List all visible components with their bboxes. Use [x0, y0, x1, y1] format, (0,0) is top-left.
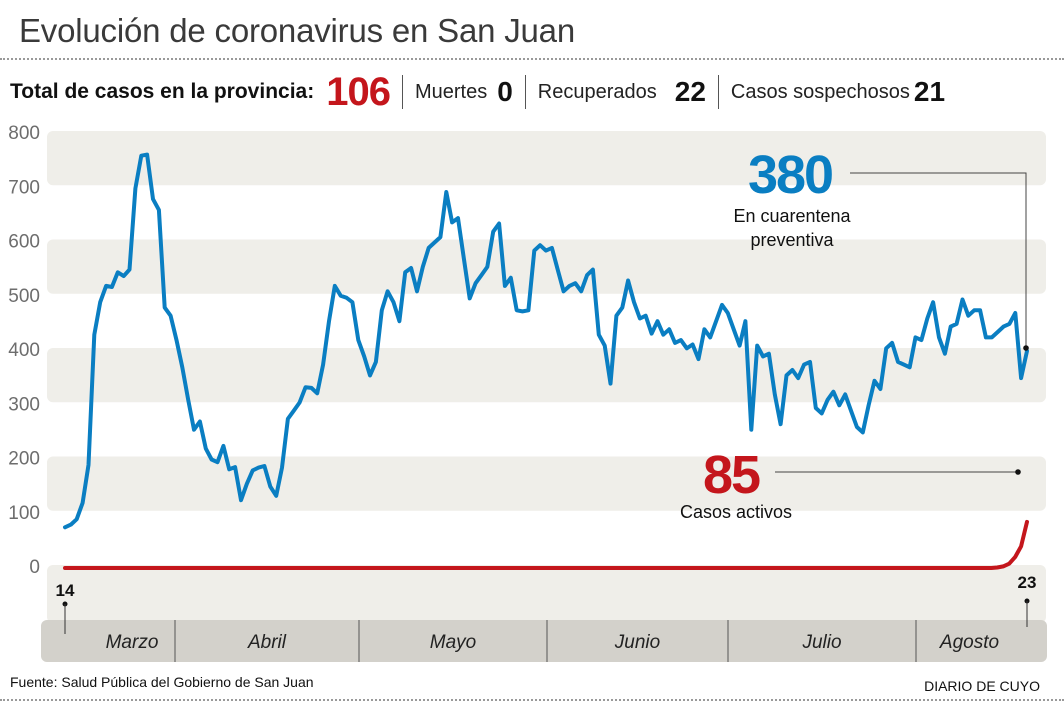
y-tick-label: 100	[8, 503, 40, 524]
y-tick-label: 200	[8, 449, 40, 470]
stats-bar: Total de casos en la provincia: 106 Muer…	[10, 70, 945, 114]
y-axis-ticks: 0 100 200 300 400 500 600 700 800	[8, 123, 40, 578]
active-cases-line	[63, 519, 1029, 570]
y-tick-label: 700	[8, 177, 40, 198]
quarantine-leader-line	[850, 172, 1027, 348]
quarantine-line	[63, 152, 1029, 530]
grid-band	[47, 456, 1046, 511]
y-tick-label: 400	[8, 340, 40, 361]
y-tick-label: 300	[8, 394, 40, 415]
series-lines	[63, 152, 1029, 570]
end-day-label: 23	[1018, 573, 1037, 592]
total-cases-label: Total de casos en la provincia:	[10, 80, 315, 103]
y-tick-label: 600	[8, 232, 40, 253]
month-label-mayo: Mayo	[430, 632, 476, 653]
suspected-label: Casos sospechosos	[730, 80, 910, 103]
total-cases-value: 106	[326, 69, 391, 114]
month-label-julio: Julio	[801, 632, 841, 653]
month-label-junio: Junio	[614, 632, 660, 653]
deaths-label: Muertes	[414, 80, 488, 103]
month-label-agosto: Agosto	[939, 632, 999, 653]
recovered-value: 22	[674, 76, 706, 107]
brand-name: DIARIO DE CUYO	[924, 678, 1040, 694]
month-bar: Marzo Abril Mayo Junio Julio Agosto 14 23	[41, 573, 1047, 662]
active-cases-leader-dot	[1015, 469, 1021, 475]
grid-band	[47, 239, 1046, 294]
month-label-marzo: Marzo	[106, 632, 159, 653]
month-label-abril: Abril	[247, 632, 287, 653]
start-day-label: 14	[56, 581, 75, 600]
stats-separator	[717, 75, 719, 109]
suspected-value: 21	[913, 76, 946, 107]
y-tick-label: 0	[29, 557, 40, 578]
footer-divider	[0, 699, 1064, 701]
grid-band	[47, 565, 1046, 623]
grid-band	[47, 348, 1046, 403]
stats-separator	[524, 75, 526, 109]
quarantine-label: En cuarentena	[733, 206, 851, 226]
active-cases-value: 85	[703, 445, 760, 505]
stats-separator	[401, 75, 403, 109]
grid-band	[47, 131, 1046, 186]
deaths-value: 0	[497, 76, 513, 107]
quarantine-label: preventiva	[750, 230, 834, 250]
page-title: Evolución de coronavirus en San Juan	[19, 12, 575, 49]
recovered-label: Recuperados	[537, 80, 657, 103]
background-bands	[47, 131, 1046, 623]
quarantine-leader-dot	[1023, 345, 1029, 351]
title-divider	[0, 58, 1064, 60]
y-tick-label: 800	[8, 123, 40, 144]
month-bar-bg	[41, 620, 1047, 662]
y-tick-label: 500	[8, 286, 40, 307]
source-note: Fuente: Salud Pública del Gobierno de Sa…	[10, 674, 314, 690]
quarantine-value: 380	[748, 145, 832, 205]
active-cases-label: Casos activos	[680, 502, 792, 522]
